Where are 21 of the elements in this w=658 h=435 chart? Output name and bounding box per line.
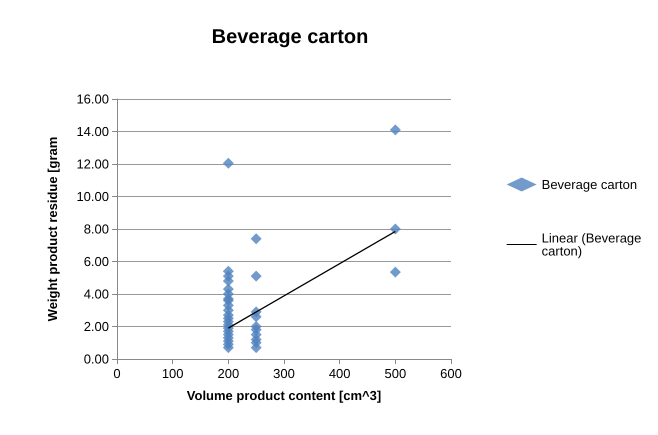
x-axis-title: Volume product content [cm^3] <box>186 388 382 403</box>
y-tick-label: 2.00 <box>84 319 109 334</box>
x-tick-label: 500 <box>384 366 406 381</box>
x-tick-label: 200 <box>217 366 240 381</box>
x-tick-label: 300 <box>273 366 295 381</box>
x-tick-label: 400 <box>328 366 351 381</box>
y-tick-label: 8.00 <box>84 222 109 236</box>
y-tick-label: 6.00 <box>84 254 109 269</box>
y-tick-label: 14.00 <box>76 124 109 139</box>
y-tick-label: 4.00 <box>84 286 109 302</box>
legend-label: Beverage carton <box>542 177 638 192</box>
x-tick-label: 100 <box>162 366 184 381</box>
y-tick-label: 0.00 <box>84 352 109 366</box>
x-tick-label: 0 <box>113 366 121 381</box>
x-tick-label: 600 <box>440 366 462 381</box>
y-tick-label: 16.00 <box>76 92 109 106</box>
chart-title: Beverage carton <box>212 26 368 48</box>
y-tick-label: 12.00 <box>76 156 109 172</box>
y-tick-label: 10.00 <box>76 189 109 204</box>
y-axis-title: Weight product residue [gram <box>45 136 60 322</box>
legend-label: Linear (Beverage carton) <box>542 230 646 258</box>
